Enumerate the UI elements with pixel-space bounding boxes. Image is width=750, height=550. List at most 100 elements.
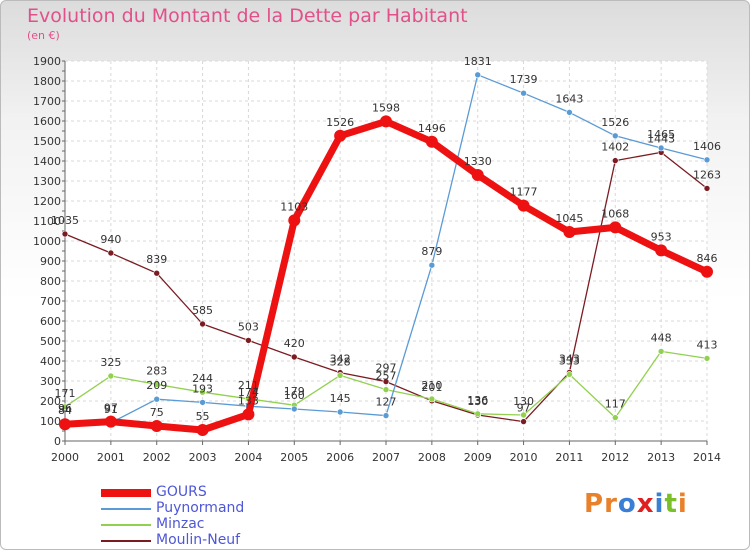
x-tick-label: 2011 bbox=[555, 451, 583, 464]
legend-label: Moulin-Neuf bbox=[156, 532, 241, 548]
data-label: 84 bbox=[58, 404, 72, 417]
data-label: 839 bbox=[146, 253, 167, 266]
data-label: 117 bbox=[605, 398, 626, 411]
data-label: 328 bbox=[330, 355, 351, 368]
data-label: 96 bbox=[58, 402, 72, 415]
data-label: 97 bbox=[104, 402, 118, 415]
y-tick-label: 700 bbox=[40, 295, 61, 308]
data-label: 283 bbox=[146, 364, 167, 377]
data-point bbox=[382, 378, 390, 385]
data-label: 1598 bbox=[372, 101, 400, 114]
data-point bbox=[428, 261, 436, 269]
data-point bbox=[61, 403, 69, 411]
data-point bbox=[701, 265, 713, 278]
data-point bbox=[153, 395, 161, 403]
data-label: 145 bbox=[330, 392, 351, 405]
y-tick-label: 1900 bbox=[33, 55, 61, 68]
data-point bbox=[290, 405, 298, 413]
data-point bbox=[609, 221, 622, 234]
legend-item: GOURS bbox=[101, 484, 301, 501]
data-point bbox=[563, 226, 576, 238]
data-point bbox=[107, 249, 115, 257]
data-label: 1177 bbox=[510, 186, 538, 199]
x-tick-label: 2010 bbox=[510, 451, 538, 464]
line-chart: 0 100 200 300 400 500 600 700 800 900 1000 1100 1200… bbox=[33, 55, 721, 464]
legend-swatch bbox=[101, 524, 151, 526]
y-tick-label: 1600 bbox=[33, 115, 61, 128]
data-point bbox=[655, 244, 668, 257]
chart-title: Evolution du Montant de la Dette par Hab… bbox=[27, 5, 468, 27]
logo-letter: t bbox=[664, 489, 678, 519]
legend-swatch bbox=[101, 489, 151, 497]
y-tick-label: 1300 bbox=[33, 175, 61, 188]
data-point bbox=[245, 337, 252, 344]
x-tick-label: 2007 bbox=[372, 451, 400, 464]
logo-letter: i bbox=[677, 489, 688, 519]
data-label: 1526 bbox=[326, 116, 354, 129]
y-tick-label: 1800 bbox=[33, 75, 61, 88]
legend-item: Moulin-Neuf bbox=[101, 532, 301, 549]
data-point bbox=[425, 135, 438, 148]
data-label: 1496 bbox=[418, 122, 446, 135]
data-label: 133 bbox=[238, 394, 259, 407]
data-point bbox=[566, 371, 573, 378]
data-label: 585 bbox=[192, 304, 213, 317]
y-tick-label: 200 bbox=[40, 395, 61, 408]
data-label: 420 bbox=[284, 337, 305, 350]
data-label: 1035 bbox=[51, 214, 79, 227]
y-tick-label: 400 bbox=[40, 355, 61, 368]
legend-swatch bbox=[101, 508, 151, 510]
data-point bbox=[428, 395, 436, 403]
data-point bbox=[153, 381, 161, 388]
data-label: 325 bbox=[100, 356, 121, 369]
data-point bbox=[290, 353, 298, 361]
data-label: 1402 bbox=[601, 141, 629, 154]
y-tick-label: 600 bbox=[40, 315, 61, 328]
data-point bbox=[382, 386, 390, 393]
data-point bbox=[566, 109, 573, 116]
data-label: 1526 bbox=[601, 116, 629, 129]
data-point bbox=[703, 156, 711, 164]
x-tick-label: 2013 bbox=[647, 451, 675, 464]
y-tick-label: 1100 bbox=[33, 215, 61, 228]
x-tick-label: 2009 bbox=[464, 451, 492, 464]
data-label: 940 bbox=[100, 233, 121, 246]
data-label: 244 bbox=[192, 372, 213, 385]
data-point bbox=[334, 129, 347, 142]
data-label: 257 bbox=[376, 370, 397, 383]
data-point bbox=[611, 157, 619, 164]
data-point bbox=[199, 388, 206, 396]
data-point bbox=[611, 132, 619, 140]
legend-label: GOURS bbox=[156, 484, 207, 500]
data-point bbox=[288, 214, 301, 227]
data-label: 448 bbox=[651, 331, 672, 344]
data-label: 413 bbox=[697, 338, 718, 351]
data-label: 1739 bbox=[510, 73, 538, 86]
legend-item: Puynormand bbox=[101, 500, 301, 517]
logo-letter: P bbox=[584, 489, 605, 519]
data-label: 1068 bbox=[601, 207, 629, 220]
data-point bbox=[380, 115, 392, 128]
data-label: 130 bbox=[467, 395, 488, 408]
x-tick-label: 2004 bbox=[234, 451, 262, 464]
logo-letter: i bbox=[654, 489, 665, 519]
data-label: 160 bbox=[284, 389, 305, 402]
data-point bbox=[474, 410, 482, 418]
data-label: 127 bbox=[376, 396, 397, 409]
data-label: 343 bbox=[559, 352, 580, 365]
data-label: 201 bbox=[421, 381, 442, 394]
data-point bbox=[474, 71, 482, 79]
data-point bbox=[520, 411, 527, 419]
data-point bbox=[150, 420, 163, 432]
data-point bbox=[199, 399, 206, 406]
data-point bbox=[153, 269, 161, 277]
y-tick-label: 300 bbox=[40, 375, 61, 388]
data-point bbox=[657, 144, 665, 152]
data-label: 1103 bbox=[280, 200, 308, 213]
data-point bbox=[520, 89, 527, 97]
data-label: 91 bbox=[104, 403, 118, 416]
data-label: 210 bbox=[421, 379, 442, 392]
data-label: 209 bbox=[146, 379, 167, 392]
logo-letter: o bbox=[617, 489, 637, 519]
